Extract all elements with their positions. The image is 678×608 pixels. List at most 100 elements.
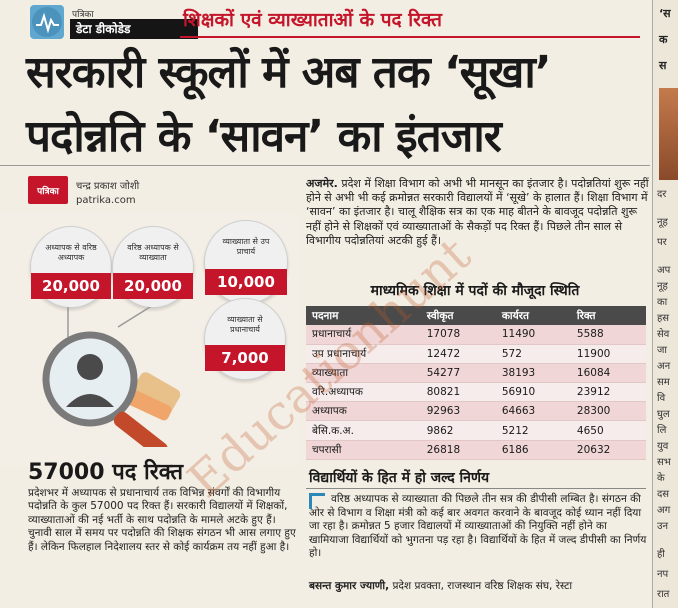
attribution-role: प्रदेश प्रवक्ता, राजस्थान वरिष्ठ शिक्षक … bbox=[392, 580, 573, 592]
attribution-name: बसन्त कुमार ज्याणी, bbox=[309, 580, 390, 592]
edge-text-fragment: अप bbox=[657, 265, 671, 276]
edge-text-fragment: जा bbox=[657, 345, 668, 356]
edge-text-fragment: पर bbox=[657, 237, 667, 248]
table-cell: 6186 bbox=[495, 440, 571, 460]
bubble-label: व्याख्याता से उप प्राचार्य bbox=[222, 237, 270, 256]
edge-headline-fragment: क bbox=[659, 33, 668, 46]
left-column-body: प्रदेशभर में अध्यापक से प्रधानाचार्य तक … bbox=[28, 487, 296, 553]
vacancy-total: 57000 पद रिक्त bbox=[28, 460, 184, 485]
table-cell: 572 bbox=[495, 344, 571, 364]
table-cell: 4650 bbox=[570, 420, 646, 441]
table-cell: 5212 bbox=[495, 420, 571, 441]
table-cell: अध्यापक bbox=[306, 401, 421, 422]
bubble-label: वरिष्ठ अध्यापक से व्याख्याता bbox=[127, 243, 179, 262]
table-cell: 80821 bbox=[420, 382, 496, 403]
table-cell: 54277 bbox=[420, 363, 496, 384]
vacancy-table: पदनाम स्वीकृत कार्यरत रिक्त प्रधानाचार्य… bbox=[306, 306, 646, 460]
edge-text-fragment: सेव bbox=[657, 329, 670, 340]
badge-brand: पत्रिका bbox=[72, 10, 94, 20]
table-cell: व्याख्याता bbox=[306, 363, 421, 384]
bubble-senior-teacher: अध्यापक से वरिष्ठ अध्यापक 20,000 bbox=[30, 226, 112, 308]
edge-text-fragment: नप bbox=[657, 569, 669, 580]
edge-text-fragment: लि bbox=[657, 425, 667, 436]
edge-text-fragment: अग bbox=[657, 505, 671, 516]
table-cell: 28300 bbox=[570, 401, 646, 422]
edge-text-fragment: घुल bbox=[657, 409, 670, 420]
edge-text-fragment: युव bbox=[657, 441, 669, 452]
badge-label: डेटा डीकोडेड bbox=[70, 19, 198, 39]
bubble-lecturer: वरिष्ठ अध्यापक से व्याख्याता 20,000 bbox=[112, 226, 194, 308]
edge-text-fragment: दस bbox=[657, 489, 670, 500]
table-cell: 26818 bbox=[420, 440, 496, 460]
vacancy-infographic: अध्यापक से वरिष्ठ अध्यापक 20,000 वरिष्ठ … bbox=[0, 212, 300, 467]
bubble-value: 10,000 bbox=[205, 269, 287, 295]
table-cell: चपरासी bbox=[306, 440, 421, 460]
headline-divider bbox=[0, 165, 650, 166]
table-cell: 56910 bbox=[495, 382, 571, 403]
edge-text-fragment: रात bbox=[657, 589, 670, 600]
edge-text-fragment: दर bbox=[657, 189, 667, 200]
kicker-headline: शिक्षकों एवं व्याख्याताओं के पद रिक्त bbox=[183, 9, 442, 31]
table-row: उप प्रधानाचार्य 12472 572 11900 bbox=[306, 344, 646, 364]
headline-line-2: पदोन्नति के ‘सावन’ का इंतजार bbox=[26, 111, 502, 162]
edge-text-fragment: अन bbox=[657, 361, 671, 372]
edge-headline-fragment: ‘स bbox=[659, 7, 671, 20]
subsection-body: वरिष्ठ अध्यापक से व्याख्याता की पिछले ती… bbox=[309, 493, 647, 560]
edge-text-fragment: का bbox=[657, 297, 668, 308]
edge-text-fragment: नूह bbox=[657, 217, 668, 228]
bubble-principal: व्याख्याता से प्रधानाचार्य 7,000 bbox=[204, 298, 286, 380]
edge-text-fragment: के bbox=[657, 473, 665, 484]
table-cell: 11490 bbox=[495, 325, 571, 345]
table-row: वरि.अध्यापक 80821 56910 23912 bbox=[306, 382, 646, 403]
chart-logo-icon bbox=[30, 5, 64, 39]
table-row: अध्यापक 92963 64663 28300 bbox=[306, 401, 646, 422]
table-cell: 5588 bbox=[570, 325, 646, 345]
dateline: अजमेर. bbox=[306, 177, 338, 190]
table-cell: 17078 bbox=[420, 325, 496, 345]
table-cell: 20632 bbox=[570, 440, 646, 460]
table-cell: 23912 bbox=[570, 382, 646, 403]
edge-text-fragment: उन bbox=[657, 521, 669, 532]
table-row: प्रधानाचार्य 17078 11490 5588 bbox=[306, 325, 646, 345]
table-cell: उप प्रधानाचार्य bbox=[306, 344, 421, 364]
table-title: माध्यमिक शिक्षा में पदों की मौजूदा स्थित… bbox=[370, 283, 580, 299]
edge-photo bbox=[659, 88, 678, 180]
edge-text-fragment: नूह bbox=[657, 281, 668, 292]
table-cell: 38193 bbox=[495, 363, 571, 384]
edge-text-fragment: ही bbox=[657, 549, 665, 560]
edge-text-fragment: सभ bbox=[657, 457, 671, 468]
bubble-value: 20,000 bbox=[113, 273, 193, 299]
edge-text-fragment: सम bbox=[657, 377, 670, 388]
bubble-label: अध्यापक से वरिष्ठ अध्यापक bbox=[45, 243, 97, 262]
quote-icon bbox=[309, 493, 325, 509]
table-cell: 9862 bbox=[420, 420, 496, 441]
subsection-divider bbox=[306, 488, 646, 489]
table-row: व्याख्याता 54277 38193 16084 bbox=[306, 363, 646, 384]
table-row: चपरासी 26818 6186 20632 bbox=[306, 440, 646, 460]
bubble-value: 20,000 bbox=[31, 273, 111, 299]
attribution: बसन्त कुमार ज्याणी, प्रदेश प्रवक्ता, राज… bbox=[309, 579, 649, 593]
table-header-row: पदनाम स्वीकृत कार्यरत रिक्त bbox=[306, 306, 646, 325]
table-cell: 16084 bbox=[570, 363, 646, 384]
byline-author: चन्द्र प्रकाश जोशी bbox=[76, 181, 140, 192]
table-cell: 12472 bbox=[420, 344, 496, 364]
edge-text-fragment: हस bbox=[657, 313, 670, 324]
column-header: स्वीकृत bbox=[420, 306, 496, 325]
table-cell: प्रधानाचार्य bbox=[306, 325, 421, 345]
magnifier-person-icon bbox=[42, 307, 181, 447]
headline-line-1: सरकारी स्कूलों में अब तक ‘सूखा’ bbox=[26, 47, 552, 98]
byline-website: patrika.com bbox=[76, 195, 136, 206]
table-cell: बेसि.क.अ. bbox=[306, 420, 421, 441]
bubble-value: 7,000 bbox=[205, 345, 285, 371]
table-cell: 92963 bbox=[420, 401, 496, 422]
table-cell: 64663 bbox=[495, 401, 571, 422]
data-decoded-badge: पत्रिका डेटा डीकोडेड bbox=[30, 5, 198, 41]
column-header: पदनाम bbox=[306, 306, 421, 325]
table-row: बेसि.क.अ. 9862 5212 4650 bbox=[306, 420, 646, 441]
subsection-title: विद्यार्थियों के हित में हो जल्द निर्णय bbox=[309, 470, 490, 486]
patrika-logo: पत्रिका bbox=[28, 176, 68, 204]
lead-text: प्रदेश में शिक्षा विभाग को अभी भी मानसून… bbox=[306, 177, 649, 247]
table-cell: 11900 bbox=[570, 344, 646, 364]
adjacent-column-edge: ‘स क स दर नूह पर अप नूह का हस सेव जा अन … bbox=[652, 0, 678, 608]
